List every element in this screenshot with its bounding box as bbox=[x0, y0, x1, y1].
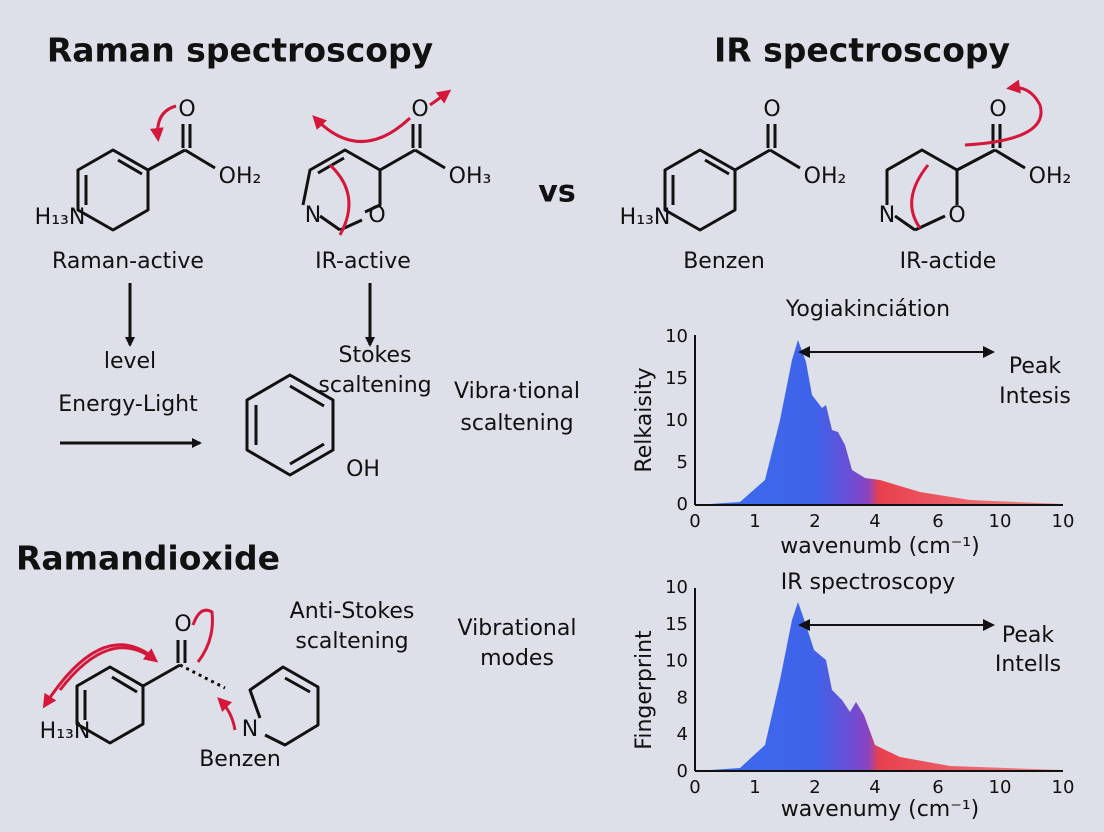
atom: O bbox=[368, 203, 385, 228]
atom: H₁₃N bbox=[40, 719, 91, 744]
heading: IR spectroscopy bbox=[714, 31, 1010, 70]
caption: Benzen bbox=[683, 249, 765, 274]
x-tick-label: 10 bbox=[1052, 777, 1075, 798]
molecule bbox=[885, 79, 1043, 232]
caption: IR-active bbox=[315, 249, 411, 274]
heading: Raman spectroscopy bbox=[47, 31, 433, 70]
molecule bbox=[76, 104, 216, 232]
x-tick-label: 0 bbox=[689, 777, 700, 798]
axis-label: wavenumb (cm⁻¹) bbox=[780, 534, 979, 559]
label: level bbox=[104, 349, 156, 374]
vs-label: vs bbox=[538, 175, 575, 210]
label: scaltening bbox=[295, 629, 408, 654]
label: Anti-Stokes bbox=[290, 599, 415, 624]
molecule bbox=[42, 608, 320, 747]
molecule bbox=[663, 124, 801, 232]
y-tick-label: 0 bbox=[677, 761, 688, 782]
benzene bbox=[245, 373, 335, 477]
x-tick-label: 10 bbox=[989, 511, 1012, 532]
label: Stokes bbox=[338, 343, 411, 368]
x-tick-label: 10 bbox=[989, 777, 1012, 798]
atom: OH bbox=[346, 457, 380, 482]
spectrum bbox=[694, 588, 1063, 772]
atom: O bbox=[178, 97, 195, 122]
atom: O bbox=[948, 203, 965, 228]
atom: O bbox=[411, 97, 428, 122]
x-tick-label: 1 bbox=[749, 777, 760, 798]
x-tick-label: 4 bbox=[869, 777, 880, 798]
y-tick-label: 4 bbox=[677, 724, 688, 745]
y-tick-label: 15 bbox=[665, 368, 688, 389]
caption: Benzen bbox=[199, 747, 281, 772]
atom: OH₂ bbox=[1029, 164, 1072, 189]
y-tick-label: 15 bbox=[665, 614, 688, 635]
atom: OH₂ bbox=[804, 164, 847, 189]
atom: N bbox=[305, 203, 321, 228]
caption: Raman-active bbox=[52, 249, 204, 274]
x-tick-label: 6 bbox=[932, 777, 943, 798]
spectrum bbox=[694, 335, 1063, 506]
x-tick-label: 2 bbox=[809, 777, 820, 798]
atom: N bbox=[242, 717, 258, 742]
axis-label: Relkaisity bbox=[632, 367, 657, 472]
atom: O bbox=[174, 612, 191, 637]
axis-label: wavenumy (cm⁻¹) bbox=[781, 797, 979, 822]
axis-label: Fingerprint bbox=[632, 630, 657, 750]
x-tick-label: 10 bbox=[1052, 511, 1075, 532]
x-tick-label: 0 bbox=[689, 511, 700, 532]
molecule bbox=[301, 89, 452, 236]
y-tick-label: 10 bbox=[665, 577, 688, 598]
annotation: Peak bbox=[1002, 623, 1054, 648]
chart-title: IR spectroscopy bbox=[781, 570, 955, 595]
label: Energy-Light bbox=[58, 392, 198, 417]
x-tick-label: 4 bbox=[869, 511, 880, 532]
atom: O bbox=[989, 97, 1006, 122]
y-tick-label: 8 bbox=[677, 687, 688, 708]
atom: OH₂ bbox=[219, 164, 262, 189]
y-tick-label: 10 bbox=[665, 326, 688, 347]
atom: H₁₃N bbox=[620, 205, 671, 230]
x-tick-label: 2 bbox=[809, 511, 820, 532]
y-tick-label: 0 bbox=[677, 494, 688, 515]
atom: O bbox=[763, 97, 780, 122]
atom: H₁₃N bbox=[35, 205, 86, 230]
x-tick-label: 6 bbox=[932, 511, 943, 532]
label: modes bbox=[480, 646, 554, 671]
label: scaltening bbox=[460, 411, 573, 436]
chart-title: Yogiakinciátion bbox=[785, 297, 950, 322]
label: scaltening bbox=[318, 373, 431, 398]
y-tick-label: 10 bbox=[665, 410, 688, 431]
caption: IR-actide bbox=[900, 249, 997, 274]
atom: OH₃ bbox=[449, 164, 492, 189]
annotation: Peak bbox=[1009, 354, 1061, 379]
annotation: Intells bbox=[995, 652, 1061, 677]
label: Vibra·tional bbox=[454, 379, 580, 404]
atom: N bbox=[879, 203, 895, 228]
x-tick-label: 1 bbox=[749, 511, 760, 532]
heading: Ramandioxide bbox=[16, 539, 280, 578]
y-tick-label: 5 bbox=[677, 452, 688, 473]
annotation: Intesis bbox=[999, 384, 1071, 409]
y-tick-label: 10 bbox=[665, 651, 688, 672]
label: Vibrational bbox=[458, 616, 577, 641]
